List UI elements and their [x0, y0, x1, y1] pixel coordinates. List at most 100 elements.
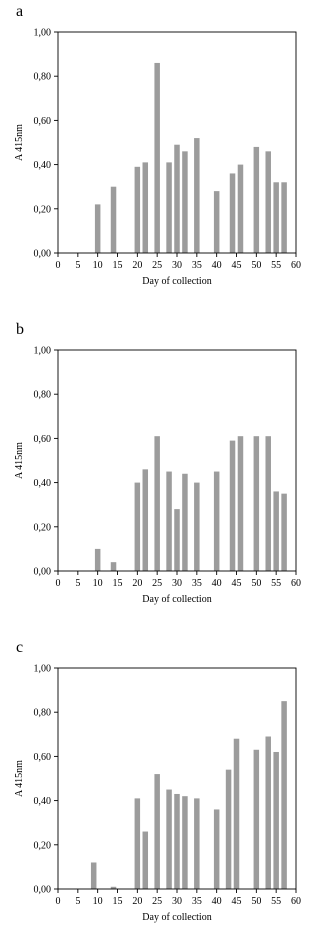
- x-tick-label: 20: [132, 578, 142, 589]
- bar: [281, 701, 287, 889]
- bar: [142, 162, 149, 253]
- bar: [265, 736, 271, 889]
- bar: [229, 173, 236, 253]
- x-tick-label: 15: [113, 896, 123, 907]
- x-tick-label: 60: [291, 896, 301, 907]
- x-tick-label: 50: [251, 578, 261, 589]
- x-tick-label: 45: [232, 260, 242, 271]
- y-tick-label: 0,00: [34, 567, 52, 578]
- y-tick-label: 0,20: [34, 522, 52, 533]
- bar: [182, 473, 188, 571]
- y-tick-label: 0,80: [34, 708, 52, 719]
- y-tick-label: 1,00: [34, 346, 52, 357]
- x-tick-label: 55: [271, 896, 281, 907]
- bar: [253, 749, 260, 889]
- bar: [134, 798, 141, 889]
- x-tick-label: 40: [212, 578, 222, 589]
- bar: [166, 162, 172, 253]
- bar: [94, 548, 101, 571]
- x-axis-title: Day of collection: [142, 912, 211, 923]
- bar: [273, 182, 279, 253]
- bar: [281, 182, 287, 253]
- bar: [237, 164, 244, 253]
- x-tick-label: 30: [172, 896, 182, 907]
- bar: [166, 471, 172, 571]
- x-axis-title: Day of collection: [142, 276, 211, 287]
- x-tick-label: 35: [192, 578, 202, 589]
- x-tick-label: 0: [56, 578, 61, 589]
- y-tick-label: 0,40: [34, 160, 52, 171]
- y-tick-label: 0,80: [34, 390, 52, 401]
- x-axis-title: Day of collection: [142, 594, 211, 605]
- bar: [154, 774, 160, 889]
- y-tick-label: 0,40: [34, 796, 52, 807]
- bar: [174, 793, 180, 889]
- bar-chart-c: 0,00 0,20 0,40 0,60 0,80 1,00 0 5 10 15 20 25 30 35 40…: [14, 664, 301, 924]
- y-tick-label: 0,60: [34, 434, 52, 445]
- bar: [142, 831, 149, 889]
- bar: [273, 751, 279, 889]
- bar: [253, 436, 260, 571]
- x-tick-label: 35: [192, 896, 202, 907]
- y-tick-label: 0,60: [34, 116, 52, 127]
- bar: [154, 436, 160, 571]
- x-tick-label: 40: [212, 260, 222, 271]
- x-tick-label: 25: [152, 578, 162, 589]
- y-tick-label: 1,00: [34, 664, 52, 675]
- x-tick-label: 30: [172, 260, 182, 271]
- bar: [110, 562, 117, 571]
- bar: [174, 144, 180, 253]
- bar: [233, 738, 240, 889]
- bar: [142, 469, 149, 571]
- x-tick-label: 25: [152, 260, 162, 271]
- x-tick-label: 50: [251, 260, 261, 271]
- bar: [90, 862, 97, 889]
- x-tick-label: 35: [192, 260, 202, 271]
- bar: [166, 789, 172, 889]
- x-tick-label: 55: [271, 578, 281, 589]
- y-axis-title: A 415nm: [14, 124, 25, 161]
- bar: [265, 436, 271, 571]
- chart-panel-a: a 0,00 0,20 0,40 0,60 0,80 1,00 0 5 10 15 20 25 30 35…: [0, 0, 332, 300]
- chart-panel-c: c 0,00 0,20 0,40 0,60 0,80 1,00 0 5 10 15 20 25 30 35…: [0, 636, 332, 946]
- x-tick-label: 50: [251, 896, 261, 907]
- x-tick-label: 30: [172, 578, 182, 589]
- bar: [110, 886, 117, 889]
- bar: [213, 471, 220, 571]
- x-tick-label: 40: [212, 896, 222, 907]
- x-tick-label: 60: [291, 578, 301, 589]
- y-tick-label: 0,00: [34, 885, 52, 896]
- bar: [265, 151, 271, 253]
- bar: [94, 204, 101, 253]
- bar: [253, 146, 260, 253]
- x-tick-label: 5: [75, 260, 80, 271]
- x-tick-label: 60: [291, 260, 301, 271]
- bar: [213, 809, 220, 889]
- bar: [134, 482, 141, 571]
- panel-label: c: [16, 639, 24, 656]
- y-axis-title: A 415nm: [14, 760, 25, 797]
- x-tick-label: 0: [56, 260, 61, 271]
- x-tick-label: 15: [113, 260, 123, 271]
- bar: [213, 191, 220, 253]
- bar: [194, 482, 200, 571]
- bar: [229, 440, 236, 571]
- bar-chart-b: 0,00 0,20 0,40 0,60 0,80 1,00 0 5 10 15 20 25 30 35 40…: [14, 346, 301, 606]
- x-tick-label: 15: [113, 578, 123, 589]
- bar: [273, 491, 279, 571]
- x-tick-label: 10: [93, 260, 103, 271]
- x-tick-label: 45: [232, 578, 242, 589]
- bar: [110, 186, 117, 253]
- bar: [237, 436, 244, 571]
- x-tick-label: 5: [75, 896, 80, 907]
- panel-label: a: [16, 3, 24, 20]
- y-tick-label: 1,00: [34, 28, 52, 39]
- y-tick-label: 0,60: [34, 752, 52, 763]
- x-tick-label: 0: [56, 896, 61, 907]
- bar: [154, 62, 160, 253]
- x-tick-label: 25: [152, 896, 162, 907]
- panel-label: b: [16, 321, 24, 338]
- x-tick-label: 5: [75, 578, 80, 589]
- x-tick-label: 10: [93, 896, 103, 907]
- chart-panel-b: b 0,00 0,20 0,40 0,60 0,80 1,00 0 5 10 15 20 25 30 35…: [0, 318, 332, 618]
